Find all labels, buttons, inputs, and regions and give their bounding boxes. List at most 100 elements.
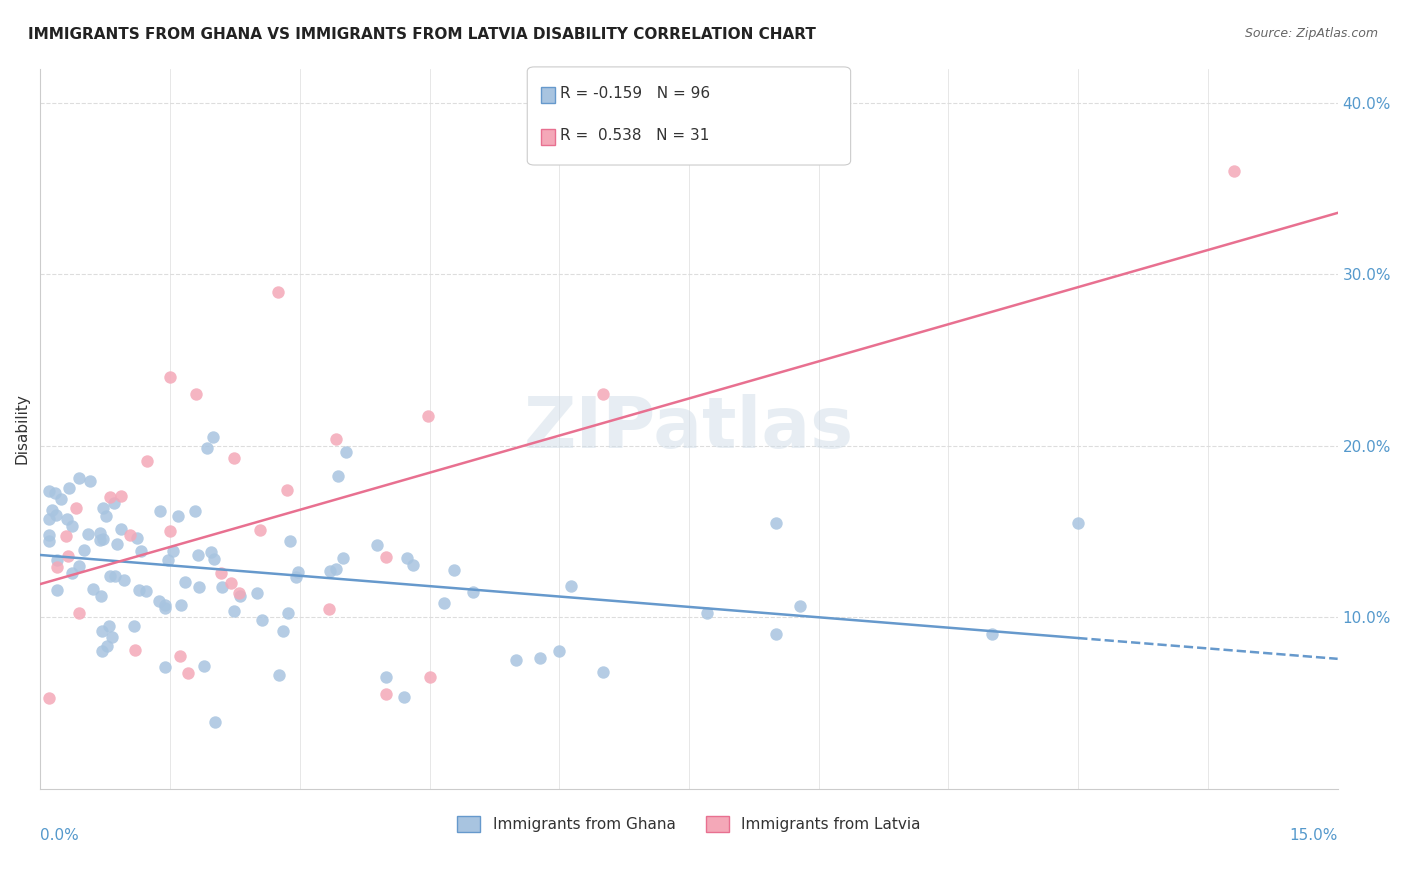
Point <box>91 624 114 638</box>
Point <box>124 643 146 657</box>
Point <box>153 659 176 673</box>
Point <box>193 659 215 673</box>
Text: ZIPatlas: ZIPatlas <box>524 394 853 463</box>
Point <box>443 563 465 577</box>
Point <box>38 691 60 706</box>
Point <box>249 523 271 537</box>
Point <box>183 504 205 518</box>
Point <box>170 598 193 612</box>
Text: R =  0.538   N = 31: R = 0.538 N = 31 <box>560 128 709 143</box>
Legend: Immigrants from Ghana, Immigrants from Latvia: Immigrants from Ghana, Immigrants from L… <box>451 810 927 838</box>
Point <box>90 589 112 603</box>
Point <box>105 536 128 550</box>
Point <box>335 445 357 459</box>
Point <box>67 558 90 573</box>
Point <box>287 565 309 579</box>
Point <box>128 582 150 597</box>
Point <box>110 522 132 536</box>
Text: Source: ZipAtlas.com: Source: ZipAtlas.com <box>1244 27 1378 40</box>
Point <box>229 589 252 603</box>
Point <box>62 519 84 533</box>
Point <box>419 670 441 684</box>
Point <box>276 483 298 497</box>
Point <box>153 600 176 615</box>
Point <box>159 370 181 384</box>
Point <box>58 482 80 496</box>
Point <box>200 545 222 559</box>
Point <box>56 512 79 526</box>
Point <box>461 585 484 599</box>
Point <box>560 579 582 593</box>
Point <box>394 690 416 705</box>
Point <box>326 469 349 483</box>
Point <box>159 524 181 539</box>
Text: 15.0%: 15.0% <box>1289 828 1337 843</box>
Point <box>202 552 225 566</box>
Point <box>45 508 67 522</box>
Point <box>103 496 125 510</box>
Point <box>375 550 398 565</box>
Point <box>104 569 127 583</box>
Point <box>375 687 398 701</box>
Point <box>73 543 96 558</box>
Point <box>188 580 211 594</box>
Point <box>135 583 157 598</box>
Point <box>41 503 63 517</box>
Point <box>51 491 73 506</box>
Point <box>204 714 226 729</box>
Point <box>45 583 67 598</box>
Point <box>97 619 120 633</box>
Point <box>395 550 418 565</box>
Text: 0.0%: 0.0% <box>41 828 79 843</box>
Point <box>319 564 342 578</box>
Point <box>94 509 117 524</box>
Point <box>38 483 60 498</box>
Point <box>278 533 301 548</box>
Point <box>375 670 398 684</box>
Point <box>267 285 290 299</box>
Point <box>332 551 354 566</box>
Point <box>65 500 87 515</box>
Point <box>46 553 69 567</box>
Point <box>122 619 145 633</box>
Point <box>101 630 124 644</box>
Point <box>418 409 440 424</box>
Point <box>118 527 141 541</box>
Point <box>1223 164 1246 178</box>
Text: R = -0.159   N = 96: R = -0.159 N = 96 <box>560 87 710 101</box>
Point <box>173 574 195 589</box>
Point <box>195 441 218 455</box>
Point <box>156 553 179 567</box>
Point <box>149 504 172 518</box>
Point <box>366 538 388 552</box>
Point <box>129 544 152 558</box>
Point <box>93 532 115 546</box>
Point <box>55 529 77 543</box>
Point <box>187 549 209 563</box>
Point <box>592 387 614 401</box>
Point <box>67 606 90 620</box>
Point <box>222 451 245 466</box>
Point <box>325 432 347 446</box>
Point <box>177 665 200 680</box>
Point <box>246 586 269 600</box>
Point <box>209 566 232 580</box>
Point <box>325 561 347 575</box>
Point <box>79 474 101 488</box>
Point <box>696 606 718 620</box>
Point <box>38 533 60 548</box>
Point <box>592 665 614 679</box>
Point <box>765 627 787 641</box>
Point <box>45 560 67 574</box>
Point <box>505 653 527 667</box>
Point <box>112 573 135 587</box>
Point <box>402 558 425 573</box>
Point <box>765 516 787 530</box>
Point <box>67 471 90 485</box>
Point <box>60 566 83 581</box>
Point <box>127 531 149 545</box>
Point <box>169 649 191 664</box>
Point <box>269 668 291 682</box>
Point <box>153 598 176 612</box>
Point <box>318 602 340 616</box>
